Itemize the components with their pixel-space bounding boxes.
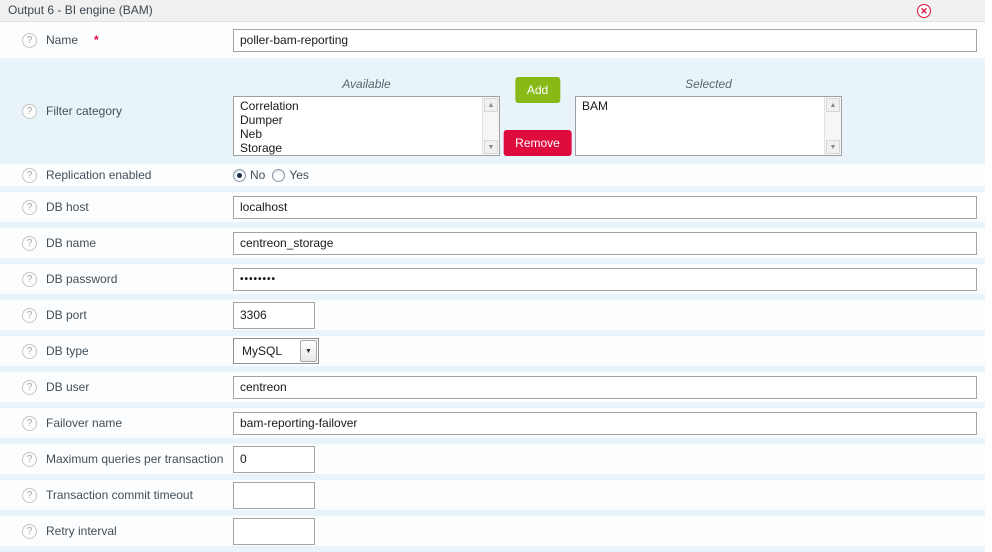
required-asterisk: * — [94, 33, 99, 47]
radio-checked-icon[interactable] — [233, 168, 246, 182]
list-item[interactable]: Storage — [240, 141, 283, 155]
close-icon[interactable]: ✕ — [917, 4, 931, 18]
remove-button[interactable]: Remove — [503, 130, 572, 156]
available-listbox[interactable]: Correlation Dumper Neb Storage ▲ ▼ — [233, 96, 500, 156]
panel-header: Output 6 - BI engine (BAM) ✕ — [0, 0, 985, 22]
form-row-replication: ? Replication enabled No Yes — [0, 164, 985, 192]
replication-label-cell: ? Replication enabled — [0, 164, 233, 186]
failover-name-label: Failover name — [46, 416, 123, 430]
scroll-down-icon[interactable]: ▼ — [826, 140, 840, 154]
db-name-input[interactable] — [233, 231, 977, 255]
db-host-label-cell: ? DB host — [0, 192, 233, 222]
form-row-db-type: ? DB type MySQL ▼ — [0, 336, 985, 372]
help-icon[interactable]: ? — [22, 167, 37, 183]
help-icon[interactable]: ? — [22, 199, 37, 215]
scrollbar[interactable]: ▲ ▼ — [824, 97, 841, 155]
retry-interval-label: Retry interval — [46, 524, 117, 538]
list-item[interactable]: BAM — [582, 99, 609, 113]
name-label: Name — [46, 33, 79, 47]
db-port-input[interactable] — [233, 301, 315, 329]
radio-option-yes[interactable]: Yes — [272, 168, 309, 182]
retry-interval-input[interactable] — [233, 517, 315, 545]
help-icon[interactable]: ? — [22, 451, 37, 467]
transfer-buttons: Add Remove — [500, 77, 575, 156]
form-row-retry-interval: ? Retry interval — [0, 516, 985, 552]
max-queries-input[interactable] — [233, 445, 315, 473]
form-row-db-password: ? DB password — [0, 264, 985, 300]
form-row-name: ? Name * — [0, 22, 985, 64]
help-icon[interactable]: ? — [22, 235, 37, 251]
radio-option-no[interactable]: No — [233, 168, 265, 182]
add-button[interactable]: Add — [514, 77, 561, 103]
form-row-commit-timeout: ? Transaction commit timeout — [0, 480, 985, 516]
list-item[interactable]: Correlation — [240, 99, 299, 113]
list-item[interactable]: Dumper — [240, 113, 283, 127]
selected-column: Selected BAM ▲ ▼ — [575, 77, 842, 156]
radio-yes-label: Yes — [289, 168, 309, 182]
selected-heading: Selected — [685, 77, 732, 91]
commit-timeout-label-cell: ? Transaction commit timeout — [0, 480, 233, 510]
replication-label: Replication enabled — [46, 168, 152, 182]
db-user-input[interactable] — [233, 375, 977, 399]
scrollbar[interactable]: ▲ ▼ — [482, 97, 499, 155]
db-name-label: DB name — [46, 236, 97, 250]
available-heading: Available — [342, 77, 391, 91]
name-input[interactable] — [233, 28, 977, 52]
help-icon[interactable]: ? — [22, 523, 37, 539]
help-icon[interactable]: ? — [22, 307, 37, 323]
scroll-down-icon[interactable]: ▼ — [484, 140, 498, 154]
db-user-label: DB user — [46, 380, 90, 394]
failover-name-input[interactable] — [233, 411, 977, 435]
help-icon[interactable]: ? — [22, 379, 37, 395]
panel-title: Output 6 - BI engine (BAM) — [8, 3, 153, 17]
db-host-label: DB host — [46, 200, 89, 214]
selected-listbox[interactable]: BAM ▲ ▼ — [575, 96, 842, 156]
max-queries-label: Maximum queries per transaction — [46, 452, 224, 466]
help-icon[interactable]: ? — [22, 415, 37, 431]
retry-interval-label-cell: ? Retry interval — [0, 516, 233, 546]
db-type-label-cell: ? DB type — [0, 336, 233, 366]
help-icon[interactable]: ? — [22, 343, 37, 359]
db-type-label: DB type — [46, 344, 89, 358]
db-type-selected-value: MySQL — [242, 344, 283, 358]
form-row-failover-name: ? Failover name — [0, 408, 985, 444]
radio-unchecked-icon[interactable] — [272, 168, 286, 182]
form-row-db-port: ? DB port — [0, 300, 985, 336]
scroll-up-icon[interactable]: ▲ — [484, 98, 498, 112]
filter-category-label: Filter category — [46, 104, 123, 118]
chevron-down-icon[interactable]: ▼ — [300, 340, 317, 362]
failover-name-label-cell: ? Failover name — [0, 408, 233, 438]
db-password-label-cell: ? DB password — [0, 264, 233, 294]
list-item[interactable]: Neb — [240, 127, 263, 141]
form-row-db-user: ? DB user — [0, 372, 985, 408]
help-icon[interactable]: ? — [22, 487, 37, 503]
db-type-select[interactable]: MySQL ▼ — [233, 338, 319, 364]
radio-no-label: No — [250, 168, 266, 182]
dual-listbox: Available Correlation Dumper Neb Storage… — [233, 64, 842, 156]
filter-category-label-cell: ? Filter category — [0, 64, 233, 158]
form-row-filter-category: ? Filter category Available Correlation … — [0, 64, 985, 164]
form-row-db-name: ? DB name — [0, 228, 985, 264]
form-row-max-queries: ? Maximum queries per transaction — [0, 444, 985, 480]
max-queries-label-cell: ? Maximum queries per transaction — [0, 444, 233, 474]
db-password-input[interactable] — [233, 267, 977, 291]
help-icon[interactable]: ? — [22, 32, 37, 48]
db-port-label: DB port — [46, 308, 87, 322]
available-column: Available Correlation Dumper Neb Storage… — [233, 77, 500, 156]
db-user-label-cell: ? DB user — [0, 372, 233, 402]
commit-timeout-label: Transaction commit timeout — [46, 488, 193, 502]
form-row-db-host: ? DB host — [0, 192, 985, 228]
help-icon[interactable]: ? — [22, 271, 37, 287]
replication-radio-group: No Yes — [233, 168, 309, 182]
commit-timeout-input[interactable] — [233, 481, 315, 509]
db-port-label-cell: ? DB port — [0, 300, 233, 330]
db-name-label-cell: ? DB name — [0, 228, 233, 258]
scroll-up-icon[interactable]: ▲ — [826, 98, 840, 112]
name-label-cell: ? Name * — [0, 22, 233, 58]
db-host-input[interactable] — [233, 195, 977, 219]
db-password-label: DB password — [46, 272, 118, 286]
help-icon[interactable]: ? — [22, 103, 37, 119]
